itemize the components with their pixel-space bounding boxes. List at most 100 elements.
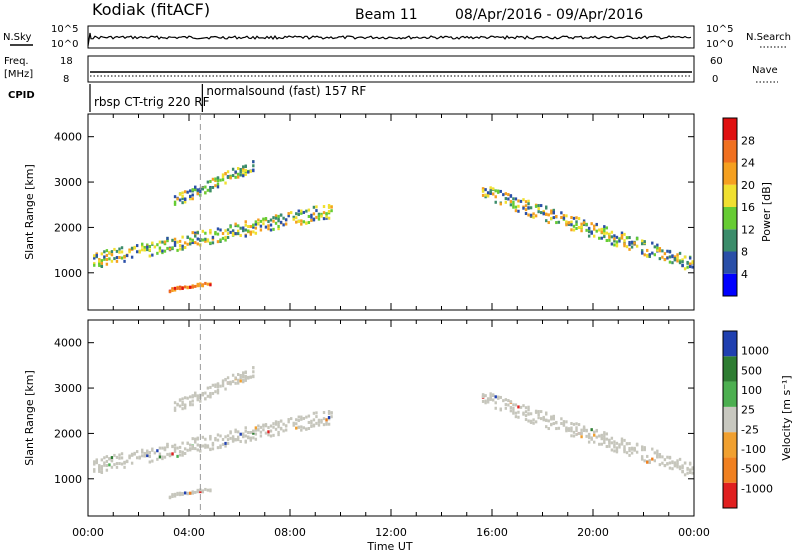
power-cell (191, 188, 194, 192)
velocity-cell (201, 444, 205, 448)
velocity-cell (93, 460, 96, 464)
velocity-cell (640, 445, 644, 449)
velocity-cell (196, 394, 199, 398)
velocity-cell (537, 416, 540, 420)
power-cell (327, 210, 331, 214)
power-cell (93, 254, 96, 258)
velocity-cell (686, 466, 689, 470)
velocity-cell (163, 455, 167, 459)
power-cell (231, 167, 235, 171)
velocity-cell (512, 403, 515, 407)
velocity-cell (300, 417, 303, 421)
power-cell (163, 240, 167, 244)
velocity-cell (252, 429, 255, 433)
power-cell (194, 234, 197, 238)
power-cell (219, 228, 222, 232)
velocity-cell (211, 383, 215, 387)
velocity-cell (257, 424, 260, 428)
velocity-cell (196, 398, 199, 402)
power-cell (322, 205, 326, 209)
velocity-cell (277, 425, 280, 429)
power-cell (633, 241, 636, 245)
power-cell (570, 220, 573, 224)
velocity-cell (317, 418, 321, 422)
power-cell (524, 208, 528, 212)
velocity-cell (517, 410, 520, 414)
velocity-cell (229, 431, 232, 435)
velocity-cell (635, 443, 639, 447)
power-cell (181, 201, 184, 205)
velocity-cell (623, 438, 626, 442)
colorbar-tick-label: -25 (741, 423, 759, 436)
velocity-cell (110, 459, 114, 463)
velocity-cell (300, 415, 303, 419)
power-cell (315, 209, 318, 213)
velocity-cell (236, 430, 240, 434)
velocity-cell (216, 385, 220, 389)
colorbar-segment (723, 251, 737, 274)
velocity-cell (171, 495, 174, 499)
power-cell (295, 220, 298, 224)
power-cell (287, 212, 290, 216)
power-cell (277, 224, 280, 228)
cpid-label: CPID (8, 90, 35, 101)
power-cell (161, 249, 164, 253)
power-cell (277, 214, 280, 218)
velocity-cell (527, 412, 530, 416)
velocity-cell (206, 445, 210, 449)
velocity-cell (242, 373, 245, 377)
velocity-cell (481, 399, 485, 403)
velocity-cell (537, 410, 540, 414)
velocity-cell (183, 451, 187, 455)
power-cell (161, 240, 164, 244)
velocity-cell (587, 432, 591, 436)
y-tick-label: 4000 (54, 337, 82, 350)
power-cell (158, 249, 162, 253)
velocity-cell (161, 457, 164, 461)
velocity-cell (529, 412, 533, 416)
power-cell (269, 228, 273, 232)
power-cell (292, 215, 295, 219)
power-cell (120, 256, 124, 260)
velocity-cell (608, 441, 611, 445)
velocity-cell (509, 400, 513, 404)
velocity-cell (600, 436, 603, 440)
colorbar-tick-label: 100 (741, 384, 762, 397)
velocity-cell (161, 446, 164, 450)
velocity-cell (277, 433, 280, 437)
power-cell (577, 217, 581, 221)
velocity-cell (242, 432, 245, 436)
power-cell (176, 286, 179, 290)
power-cell (620, 236, 624, 240)
velocity-cell (257, 428, 260, 432)
velocity-cell (209, 385, 212, 389)
velocity-cell (312, 423, 316, 427)
power-cell (691, 265, 694, 269)
velocity-cell (683, 473, 687, 477)
velocity-cell (247, 430, 250, 434)
velocity-cell (681, 464, 684, 468)
velocity-cell (249, 431, 252, 435)
power-cell (279, 220, 283, 224)
velocity-cell (630, 451, 634, 455)
velocity-cell (120, 452, 124, 456)
velocity-cell (141, 450, 144, 454)
velocity-cell (176, 492, 179, 496)
velocity-cell (279, 419, 283, 423)
power-cell (545, 219, 548, 223)
velocity-cell (593, 430, 596, 434)
power-cell (93, 263, 96, 267)
velocity-cell (623, 445, 626, 449)
power-cell (514, 197, 518, 201)
power-cell (259, 228, 263, 232)
power-cell (499, 202, 502, 206)
power-cell (244, 172, 247, 176)
velocity-cell (620, 442, 624, 446)
velocity-cell (178, 493, 182, 497)
date-range: 08/Apr/2016 - 09/Apr/2016 (455, 7, 643, 23)
velocity-cell (504, 406, 508, 410)
velocity-cell (310, 424, 313, 428)
velocity-cell (103, 463, 106, 467)
power-cell (110, 250, 114, 254)
velocity-cell (211, 391, 215, 395)
